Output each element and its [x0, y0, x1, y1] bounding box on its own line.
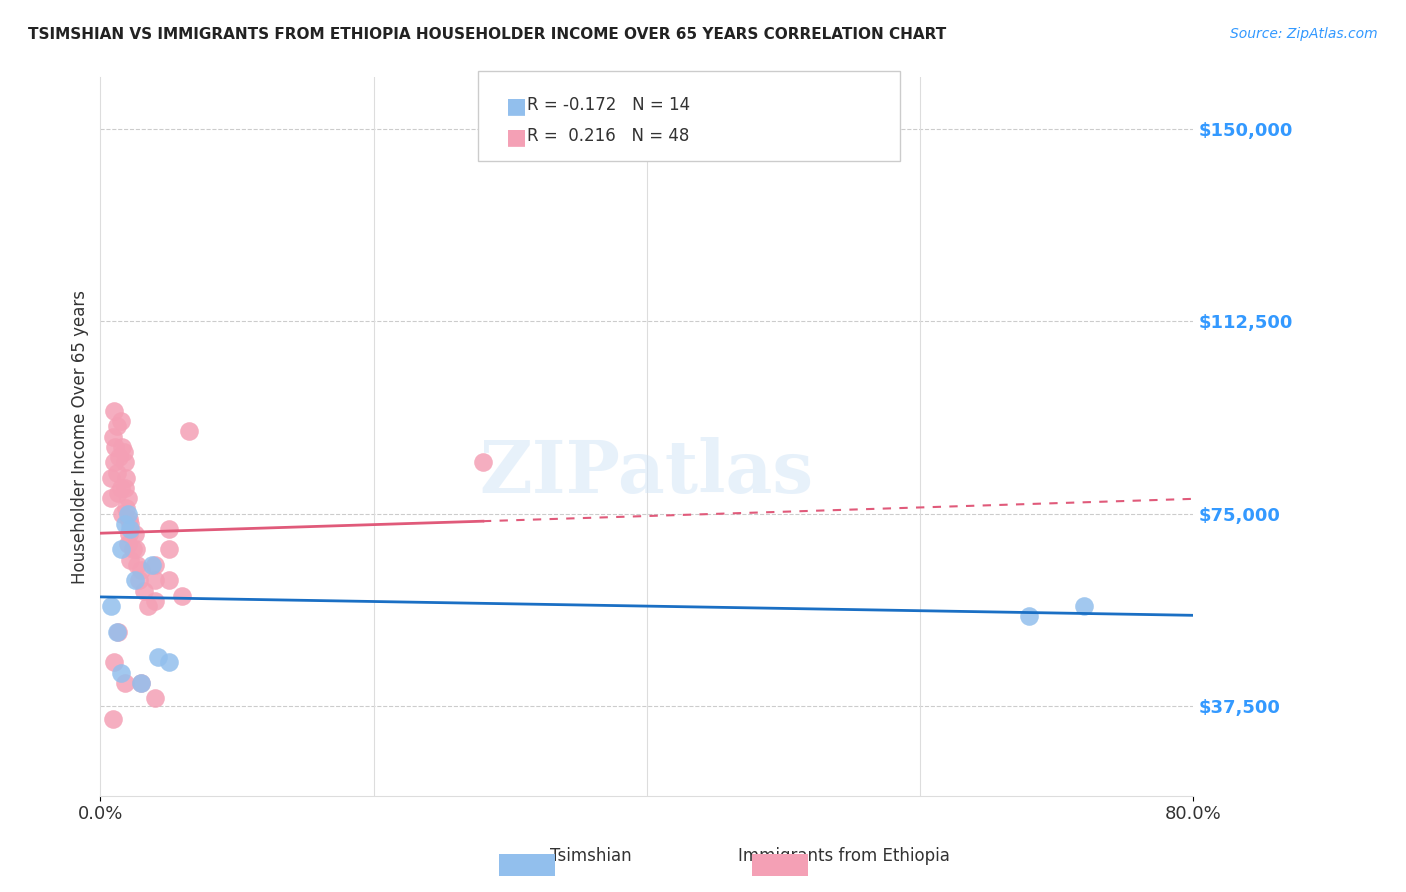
Text: ■: ■: [506, 96, 527, 116]
Text: Tsimshian: Tsimshian: [550, 847, 631, 865]
Point: [157, 522, 180, 536]
Point: [124, 574, 146, 588]
Point: [122, 542, 145, 557]
Point: [103, 455, 125, 469]
Point: [105, 624, 128, 639]
Point: [120, 522, 142, 536]
Point: [100, 599, 122, 613]
Text: R =  0.216   N = 48: R = 0.216 N = 48: [527, 127, 689, 145]
Point: [115, 501, 138, 516]
Point: [104, 440, 127, 454]
Point: [146, 650, 169, 665]
Point: [157, 574, 180, 588]
Point: [110, 665, 132, 680]
Point: [107, 486, 129, 500]
Point: [114, 676, 136, 690]
Text: Source: ZipAtlas.com: Source: ZipAtlas.com: [1230, 27, 1378, 41]
Point: [157, 542, 180, 557]
Point: [107, 624, 129, 639]
Point: [471, 455, 494, 469]
Point: [143, 691, 166, 706]
Text: R = -0.172   N = 14: R = -0.172 N = 14: [527, 96, 690, 114]
Point: [103, 404, 125, 418]
Text: ■: ■: [506, 127, 527, 146]
Point: [105, 466, 128, 480]
Point: [179, 425, 201, 439]
Point: [108, 450, 131, 464]
Point: [114, 455, 136, 469]
Point: [100, 491, 122, 505]
Point: [143, 574, 166, 588]
Point: [114, 481, 136, 495]
Point: [111, 440, 134, 454]
Point: [131, 563, 153, 577]
Point: [117, 537, 139, 551]
Point: [110, 414, 132, 428]
Point: [127, 558, 149, 572]
Point: [132, 583, 155, 598]
Point: [103, 656, 125, 670]
Text: Immigrants from Ethiopia: Immigrants from Ethiopia: [738, 847, 949, 865]
Point: [115, 470, 138, 484]
Point: [112, 445, 135, 459]
Point: [101, 712, 124, 726]
Point: [118, 511, 141, 525]
Point: [110, 481, 132, 495]
Text: TSIMSHIAN VS IMMIGRANTS FROM ETHIOPIA HOUSEHOLDER INCOME OVER 65 YEARS CORRELATI: TSIMSHIAN VS IMMIGRANTS FROM ETHIOPIA HO…: [28, 27, 946, 42]
Point: [1073, 599, 1095, 613]
Point: [120, 553, 142, 567]
Point: [128, 574, 150, 588]
Text: ZIPatlas: ZIPatlas: [479, 437, 814, 508]
Point: [114, 516, 136, 531]
Point: [172, 589, 194, 603]
Point: [118, 527, 141, 541]
Point: [157, 656, 180, 670]
Y-axis label: Householder Income Over 65 years: Householder Income Over 65 years: [72, 290, 89, 583]
Point: [101, 429, 124, 443]
Point: [105, 419, 128, 434]
Point: [143, 594, 166, 608]
Point: [111, 507, 134, 521]
Point: [131, 676, 153, 690]
Point: [100, 470, 122, 484]
Point: [131, 676, 153, 690]
Point: [110, 542, 132, 557]
Point: [117, 491, 139, 505]
Point: [125, 542, 148, 557]
Point: [1018, 609, 1040, 624]
Point: [124, 527, 146, 541]
Point: [117, 507, 139, 521]
Point: [120, 516, 142, 531]
Point: [136, 599, 159, 613]
Point: [143, 558, 166, 572]
Point: [141, 558, 163, 572]
